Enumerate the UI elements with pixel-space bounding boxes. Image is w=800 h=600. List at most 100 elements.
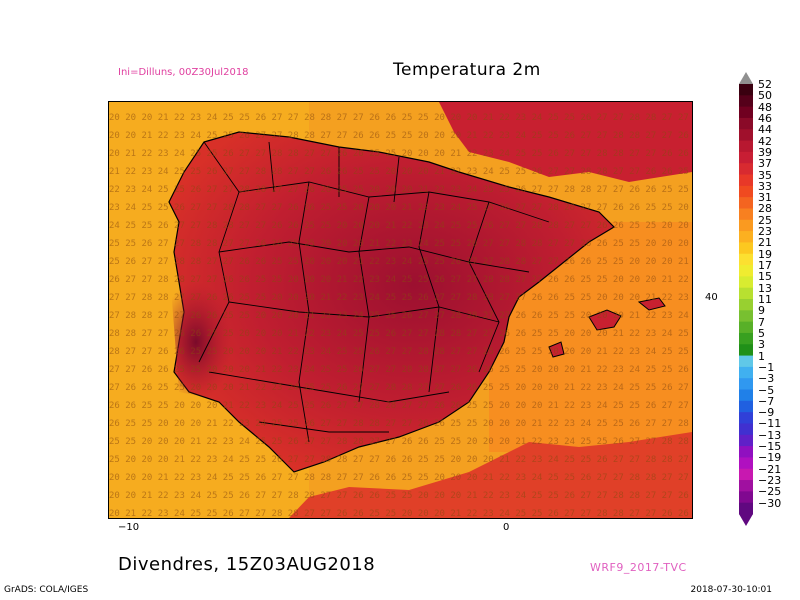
colorbar-label: −5: [758, 383, 775, 397]
colorbar-swatch: [739, 332, 753, 345]
colorbar-swatch: [739, 468, 753, 481]
sea-value-row: 27 26 26 25 25 20 20 20 21 22 23 24 25 2…: [109, 383, 689, 393]
north-africa-landmass: [289, 432, 692, 518]
sea-value-row: 20 21 22 23 24 25 25 26 27 27 28 28 27 2…: [109, 509, 689, 518]
menorca: [637, 297, 666, 311]
colorbar-swatch: [739, 321, 753, 334]
colorbar-label: −9: [758, 406, 775, 420]
colorbar-swatch: [739, 253, 753, 266]
colorbar-label: 9: [758, 304, 765, 318]
sea-value-row: 25 25 26 27 27 28 28 27 27 26 26 25 25 2…: [109, 239, 689, 249]
sea-value-row: 23 24 25 25 26 27 27 28 28 27 27 26 26 2…: [109, 203, 689, 213]
colorbar-swatch: [739, 242, 753, 255]
colorbar-label: −30: [758, 496, 782, 510]
colorbar-label: −19: [758, 451, 782, 465]
colorbar-swatch: [739, 163, 753, 176]
province-borders: [198, 141, 550, 443]
colorbar-top-arrow: [739, 72, 753, 84]
sea-value-row: 27 27 28 28 27 27 26 26 25 25 20 20 20 2…: [109, 293, 689, 303]
colorbar-swatch: [739, 231, 753, 243]
france-landmass: [439, 102, 692, 182]
colorbar-label: −3: [758, 372, 775, 386]
colorbar-label: 1: [758, 349, 765, 363]
sea-value-row: 26 27 27 28 28 27 27 26 26 25 25 20 20 2…: [109, 275, 689, 285]
colorbar-swatch: [739, 219, 753, 232]
x-tick-0: 0: [503, 522, 510, 533]
colorbar-swatch: [739, 151, 753, 164]
temperature-map: 20 20 20 21 22 23 24 25 25 26 27 27 28 2…: [108, 101, 693, 519]
sea-value-row: 26 26 25 25 20 20 20 21 22 23 24 25 25 2…: [109, 401, 689, 411]
colorbar-label: 21: [758, 236, 772, 250]
colorbar-label: 13: [758, 281, 772, 295]
colorbar-swatch: [739, 491, 753, 504]
colorbar-label: 37: [758, 157, 772, 171]
colorbar-label: 7: [758, 315, 765, 329]
colorbar-swatch: [739, 299, 753, 311]
colorbar-swatch: [739, 185, 753, 198]
ibiza: [548, 341, 565, 358]
colorbar-swatch: [739, 457, 753, 470]
colorbar-swatch: [739, 197, 753, 209]
colorbar-label: 35: [758, 168, 772, 182]
colorbar-label: 42: [758, 134, 772, 148]
colorbar-label: −25: [758, 485, 782, 499]
colorbar-label: 25: [758, 213, 772, 227]
colorbar-label: 50: [758, 89, 772, 103]
valid-time-label: Divendres, 15Z03AUG2018: [118, 554, 376, 575]
sea-value-row: 28 28 27 27 26 26 25 25 20 20 20 21 22 2…: [109, 329, 689, 339]
colorbar-label: −21: [758, 462, 782, 476]
colorbar-label: −23: [758, 474, 782, 488]
sea-value-row: 20 20 21 22 23 24 25 25 26 27 27 28 28 2…: [109, 491, 689, 501]
colorbar-label: −11: [758, 417, 782, 431]
sea-value-row: 25 20 20 20 21 22 23 24 25 25 26 27 27 2…: [109, 455, 689, 465]
colorbar-label: 3: [758, 338, 765, 352]
colorbar-swatch: [739, 355, 753, 368]
colorbar-label: 23: [758, 225, 772, 239]
colorbar-swatch: [739, 95, 753, 108]
colorbar-label: 11: [758, 293, 772, 306]
sea-value-row: 25 25 20 20 20 21 22 23 24 25 25 26 27 2…: [109, 437, 689, 447]
colorbar-swatch: [739, 344, 753, 357]
colorbar-swatch: [739, 412, 753, 424]
colorbar-swatch: [739, 140, 753, 153]
sea-value-row: 20 20 21 22 23 24 25 25 26 27 27 28 28 2…: [109, 131, 689, 141]
colorbar-label: −13: [758, 428, 782, 442]
colorbar: [739, 72, 753, 526]
colorbar-label: 17: [758, 259, 772, 273]
colorbar-label: −7: [758, 394, 775, 408]
sea-value-row: 20 20 20 21 22 23 24 25 25 26 27 27 28 2…: [109, 113, 689, 123]
colorbar-label: 19: [758, 247, 772, 261]
sea-value-row: 27 28 28 27 27 26 26 25 25 20 20 20 21 2…: [109, 311, 689, 321]
sea-value-labels: 20 20 20 21 22 23 24 25 25 26 27 27 28 2…: [109, 113, 689, 518]
colorbar-label: −1: [758, 360, 775, 374]
sea-value-row: 20 21 22 23 24 25 25 26 27 27 28 28 27 2…: [109, 149, 689, 159]
colorbar-swatch: [739, 287, 753, 300]
colorbar-label: 44: [758, 123, 772, 137]
colorbar-swatch: [739, 378, 753, 391]
colorbar-swatch: [739, 389, 753, 402]
colorbar-swatch: [739, 480, 753, 492]
colorbar-label: 5: [758, 326, 765, 340]
y-tick-40: 40: [705, 292, 718, 303]
model-tag: WRF9_2017-TVC: [590, 561, 687, 574]
colorbar-swatch: [739, 366, 753, 379]
colorbar-swatch: [739, 446, 753, 458]
colorbar-label: 39: [758, 145, 772, 159]
colorbar-label: 28: [758, 202, 772, 216]
timestamp: 2018-07-30-10:01: [690, 585, 773, 595]
grads-credit: GrADS: COLA/IGES: [4, 585, 89, 595]
sea-value-row: 27 27 26 26 25 25 20 20 20 21 22 23 24 2…: [109, 365, 689, 375]
mallorca: [588, 309, 622, 331]
colorbar-swatch: [739, 423, 753, 436]
sea-value-row: 25 26 27 27 28 28 27 27 26 26 25 25 20 2…: [109, 257, 689, 267]
colorbar-label: 48: [758, 100, 772, 114]
colorbar-bottom-arrow: [739, 514, 753, 526]
colorbar-swatch: [739, 310, 753, 323]
colorbar-label: 46: [758, 111, 772, 125]
temperature-map-canvas: 20 20 20 21 22 23 24 25 25 26 27 27 28 2…: [109, 102, 692, 518]
colorbar-label: 33: [758, 179, 772, 193]
colorbar-label: −15: [758, 440, 782, 454]
colorbar-swatch: [739, 174, 753, 187]
colorbar-label: 31: [758, 191, 772, 205]
colorbar-swatch: [739, 400, 753, 413]
